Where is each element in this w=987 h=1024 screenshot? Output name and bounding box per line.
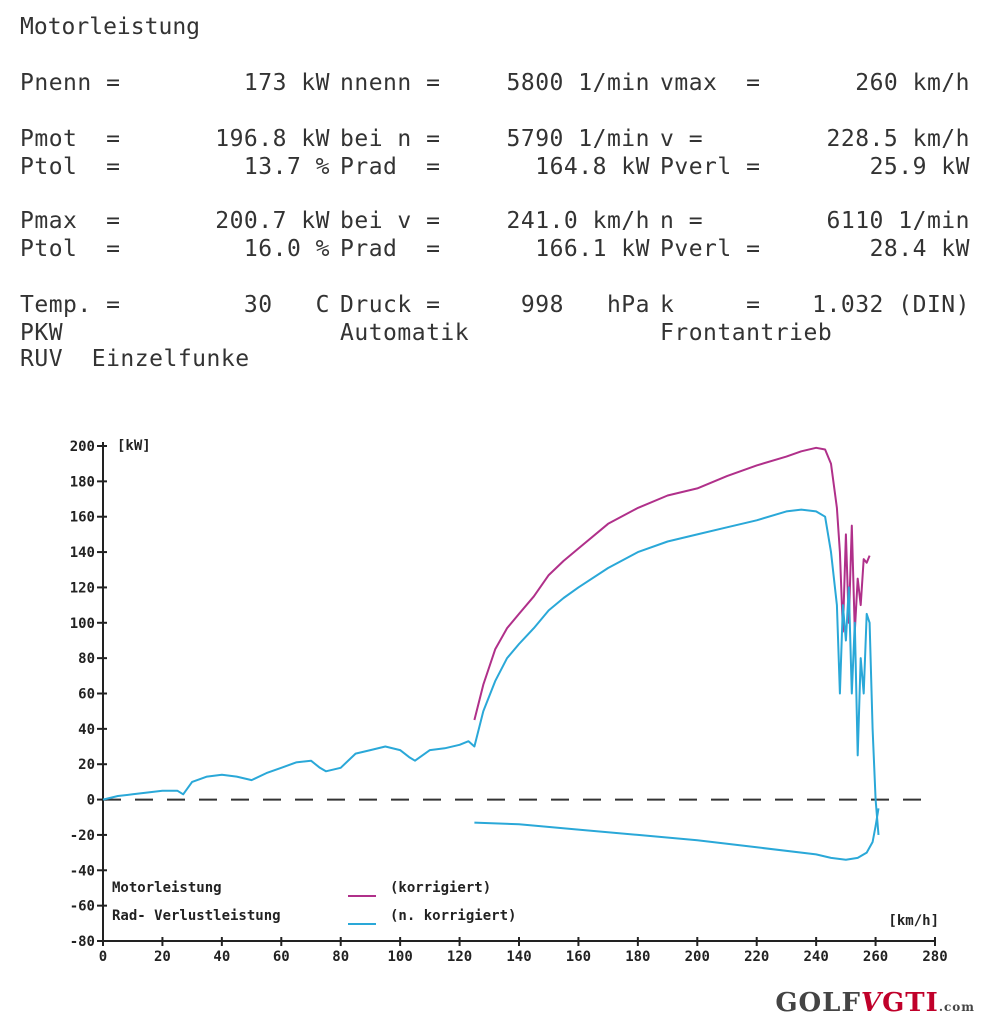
report-value: 25.9 kW (869, 154, 970, 180)
report-value: 6110 1/min (826, 208, 970, 234)
site-logo: GOLFVGTI.com (775, 988, 975, 1018)
report-value: 164.8 kW (535, 154, 650, 180)
y-tick-label: 160 (70, 510, 95, 526)
x-tick-label: 180 (625, 949, 650, 965)
x-tick-label: 160 (566, 949, 591, 965)
report-value: 228.5 km/h (826, 126, 970, 152)
power-chart: 200180160140120100806040200-20-40-60-800… (70, 438, 948, 965)
report-value: 28.4 kW (869, 236, 970, 262)
report-value: 1.032 (DIN) (812, 292, 970, 318)
x-tick-label: 100 (387, 949, 412, 965)
logo-gti: GTI (882, 988, 939, 1018)
chart-legend: Motorleistung (korrigiert) Rad- Verlustlei… (112, 880, 516, 925)
report-value: 200.7 kW (215, 208, 330, 234)
y-tick-label: -20 (70, 828, 95, 844)
x-tick-label: 40 (213, 949, 230, 965)
logo-golf: GOLF (775, 988, 861, 1018)
report-label: vmax = (660, 70, 761, 96)
report-label: bei n = (340, 126, 441, 152)
report-label: Pmot = (20, 126, 121, 152)
y-tick-label: 100 (70, 616, 95, 632)
report-extra: RUV Einzelfunke (20, 346, 250, 372)
y-tick-label: 40 (78, 722, 95, 738)
x-tick-label: 0 (99, 949, 107, 965)
report-title: Motorleistung (20, 14, 201, 40)
report-value: 196.8 kW (215, 126, 330, 152)
x-tick-label: 240 (803, 949, 828, 965)
x-tick-label: 80 (332, 949, 349, 965)
report-value: 998 hPa (520, 292, 650, 318)
x-tick-label: 280 (922, 949, 947, 965)
x-axis-label: [km/h] (888, 913, 939, 929)
report-label: Temp. = (20, 292, 121, 318)
legend-entry-note: (n. korrigiert) (390, 908, 516, 924)
series-line-1 (102, 508, 880, 835)
y-tick-label: 180 (70, 474, 95, 490)
series-line-0 (473, 446, 871, 721)
x-tick-label: 220 (744, 949, 769, 965)
chart-series (102, 446, 880, 861)
logo-suffix: .com (938, 1000, 975, 1014)
y-axis-label: [kW] (117, 438, 151, 454)
report-extra: Frontantrieb (660, 320, 833, 346)
report-value: 13.7 % (243, 154, 330, 180)
report-value: 173 kW (243, 70, 330, 96)
report-value: 30 C (243, 292, 330, 318)
report-label: nnenn = (340, 70, 441, 96)
x-tick-label: 260 (863, 949, 888, 965)
report-label: Pverl = (660, 236, 761, 262)
report-label: Ptol = (20, 236, 121, 262)
series-line-2 (474, 808, 880, 861)
report-value: 16.0 % (243, 236, 330, 262)
legend-entry-label: Rad- Verlustleistung (112, 908, 281, 924)
x-tick-label: 60 (273, 949, 290, 965)
report-extra: PKW (20, 320, 64, 346)
report-value: 166.1 kW (535, 236, 650, 262)
report-value: 260 km/h (855, 70, 970, 96)
report-label: v = (660, 126, 704, 152)
logo-v: V (860, 988, 883, 1018)
report-value: 5800 1/min (506, 70, 650, 96)
y-tick-label: 0 (87, 793, 95, 809)
report-label: k = (660, 292, 761, 318)
report-label: bei v = (340, 208, 441, 234)
x-tick-label: 20 (154, 949, 171, 965)
y-tick-label: 140 (70, 545, 95, 561)
x-tick-label: 200 (685, 949, 710, 965)
chart-axes: 200180160140120100806040200-20-40-60-800… (70, 438, 948, 965)
y-tick-label: -80 (70, 934, 95, 950)
y-tick-label: -60 (70, 899, 95, 915)
report-label: Pmax = (20, 208, 121, 234)
y-tick-label: 20 (78, 757, 95, 773)
y-tick-label: 200 (70, 439, 95, 455)
report-value: 5790 1/min (506, 126, 650, 152)
y-tick-label: -40 (70, 863, 95, 879)
report-label: Prad = (340, 236, 441, 262)
report-label: Pverl = (660, 154, 761, 180)
report-extra: Automatik (340, 320, 470, 346)
report-label: Ptol = (20, 154, 121, 180)
legend-entry-note: (korrigiert) (390, 880, 491, 896)
report-label: Pnenn = (20, 70, 121, 96)
y-tick-label: 80 (78, 651, 95, 667)
y-tick-label: 120 (70, 580, 95, 596)
report-value: 241.0 km/h (506, 208, 650, 234)
x-tick-label: 140 (506, 949, 531, 965)
x-tick-label: 120 (447, 949, 472, 965)
report-label: n = (660, 208, 704, 234)
report-label: Prad = (340, 154, 441, 180)
report-label: Druck = (340, 292, 441, 318)
y-tick-label: 60 (78, 687, 95, 703)
legend-entry-label: Motorleistung (112, 880, 222, 896)
